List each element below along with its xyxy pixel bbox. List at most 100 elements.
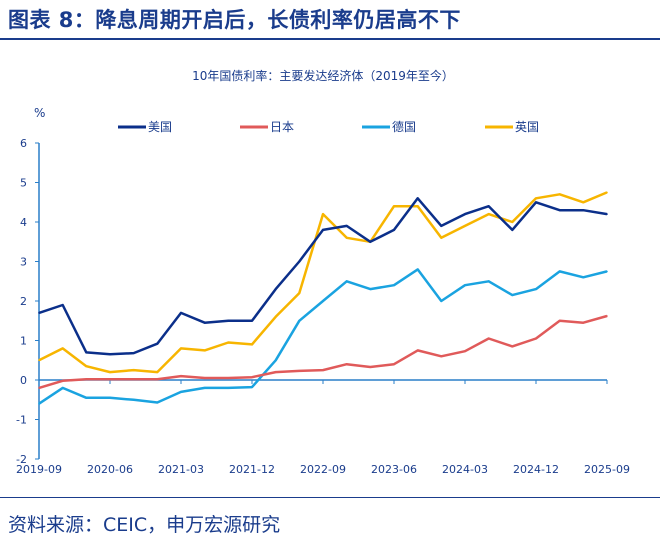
data-point: [535, 337, 537, 340]
data-point: [487, 337, 490, 340]
data-point: [345, 280, 348, 283]
data-point: [38, 402, 40, 405]
data-point: [85, 378, 88, 381]
data-point: [61, 347, 64, 350]
data-point: [180, 391, 182, 393]
data-point: [369, 240, 372, 243]
data-point: [251, 319, 253, 322]
data-point: [38, 387, 40, 389]
data-point: [464, 225, 466, 227]
data-point: [38, 359, 40, 362]
data-point: [322, 229, 324, 231]
data-point: [85, 351, 88, 354]
data-point: [180, 347, 182, 350]
data-point: [416, 197, 419, 200]
y-tick-label: 5: [20, 177, 27, 190]
data-point: [535, 197, 537, 200]
x-tick-label: 2021-03: [158, 463, 204, 476]
data-point: [274, 288, 277, 290]
x-tick-label: 2021-12: [229, 463, 275, 476]
data-point: [274, 359, 277, 362]
data-point: [582, 321, 585, 324]
data-point: [322, 213, 324, 215]
data-point: [464, 284, 466, 287]
data-point: [345, 237, 348, 239]
data-point: [487, 205, 490, 207]
data-point: [558, 209, 561, 211]
figure-title: 图表 8：降息周期开启后，长债利率仍居高不下: [8, 8, 461, 32]
data-point: [227, 319, 230, 322]
legend-label: 英国: [515, 120, 539, 134]
data-point: [582, 201, 585, 204]
data-point: [535, 201, 537, 204]
data-point: [606, 191, 608, 194]
data-point: [558, 270, 561, 273]
data-point: [61, 304, 64, 306]
data-point: [487, 213, 490, 215]
data-point: [440, 237, 443, 239]
data-point: [156, 401, 159, 404]
x-tick-label: 2024-03: [442, 463, 488, 476]
data-point: [298, 319, 301, 322]
data-point: [487, 280, 490, 283]
data-point: [322, 300, 324, 302]
data-point: [582, 276, 585, 279]
data-point: [109, 378, 111, 381]
series-line-0: [38, 197, 608, 356]
data-point: [345, 363, 348, 366]
data-point: [393, 284, 395, 287]
data-point: [227, 387, 230, 389]
data-point: [369, 366, 372, 368]
data-point: [61, 379, 64, 382]
data-point: [109, 371, 111, 373]
data-point: [511, 345, 514, 348]
chart-title: 10年国债利率：主要发达经济体（2019年至今）: [192, 68, 454, 83]
y-tick-label: 3: [20, 256, 27, 269]
data-point: [180, 375, 182, 377]
data-point: [393, 205, 395, 207]
data-point: [38, 312, 40, 314]
data-point: [369, 288, 372, 290]
data-point: [203, 377, 206, 379]
title-divider: [0, 38, 660, 40]
y-tick-label: -2: [16, 453, 27, 466]
data-point: [203, 321, 206, 324]
data-point: [393, 229, 395, 231]
y-axis-unit: %: [34, 106, 45, 120]
data-point: [251, 386, 253, 388]
data-point: [606, 213, 608, 215]
y-tick-label: 2: [20, 295, 27, 308]
data-point: [61, 387, 64, 389]
x-tick-label: 2023-06: [371, 463, 417, 476]
y-tick-label: 6: [20, 137, 27, 150]
data-point: [227, 341, 230, 344]
data-point: [156, 378, 159, 381]
legend-label: 日本: [270, 120, 294, 134]
data-point: [558, 193, 561, 196]
legend-label: 德国: [392, 119, 416, 134]
y-tick-label: 4: [20, 216, 27, 229]
data-point: [85, 396, 88, 399]
data-point: [393, 363, 395, 366]
data-point: [511, 229, 514, 231]
x-tick-label: 2019-09: [16, 463, 62, 476]
data-point: [464, 213, 466, 215]
data-point: [440, 300, 443, 302]
data-point: [203, 349, 206, 352]
data-point: [298, 370, 301, 372]
data-point: [132, 369, 135, 371]
data-point: [558, 319, 561, 322]
y-tick-label: 0: [20, 374, 27, 387]
data-point: [274, 371, 277, 373]
data-point: [322, 369, 324, 371]
data-point: [582, 209, 585, 211]
data-point: [606, 315, 608, 317]
data-point: [180, 312, 182, 314]
data-point: [345, 225, 348, 227]
data-point: [132, 378, 135, 381]
data-point: [156, 342, 159, 345]
x-tick-label: 2022-09: [300, 463, 346, 476]
data-point: [464, 350, 466, 352]
x-tick-label: 2024-12: [513, 463, 559, 476]
